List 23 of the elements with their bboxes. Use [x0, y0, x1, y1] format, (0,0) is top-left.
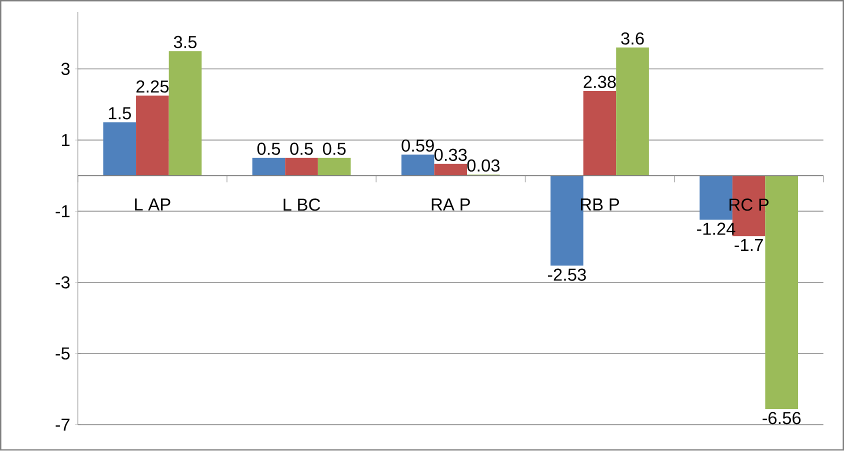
data-label: 2.38 — [584, 76, 616, 88]
data-label: -2.53 — [548, 268, 586, 282]
y-tick-label: -3 — [56, 276, 70, 289]
data-label: 0.59 — [402, 140, 434, 152]
y-tick-label: -7 — [56, 418, 70, 431]
data-label: -1.7 — [734, 239, 763, 252]
y-tick-label: -5 — [56, 348, 70, 360]
x-tick-label: RA P — [432, 198, 470, 211]
x-tick-label: L AP — [135, 198, 170, 211]
data-label: 2.25 — [136, 80, 169, 93]
data-label: 0.5 — [322, 142, 346, 156]
data-label: 1.5 — [108, 107, 131, 120]
data-label: 0.5 — [257, 142, 280, 156]
data-label: -6.56 — [762, 412, 801, 424]
data-label: 0.03 — [467, 160, 500, 172]
data-label: 0.5 — [290, 142, 313, 156]
y-tick-label: 3 — [61, 62, 70, 76]
x-tick-label: L BC — [284, 198, 320, 211]
data-label: 3.6 — [621, 32, 644, 45]
y-tick-label: 1 — [62, 134, 70, 146]
data-label: 0.33 — [434, 148, 467, 162]
y-tick-label: -1 — [56, 205, 70, 218]
data-label: 3.5 — [174, 36, 197, 48]
